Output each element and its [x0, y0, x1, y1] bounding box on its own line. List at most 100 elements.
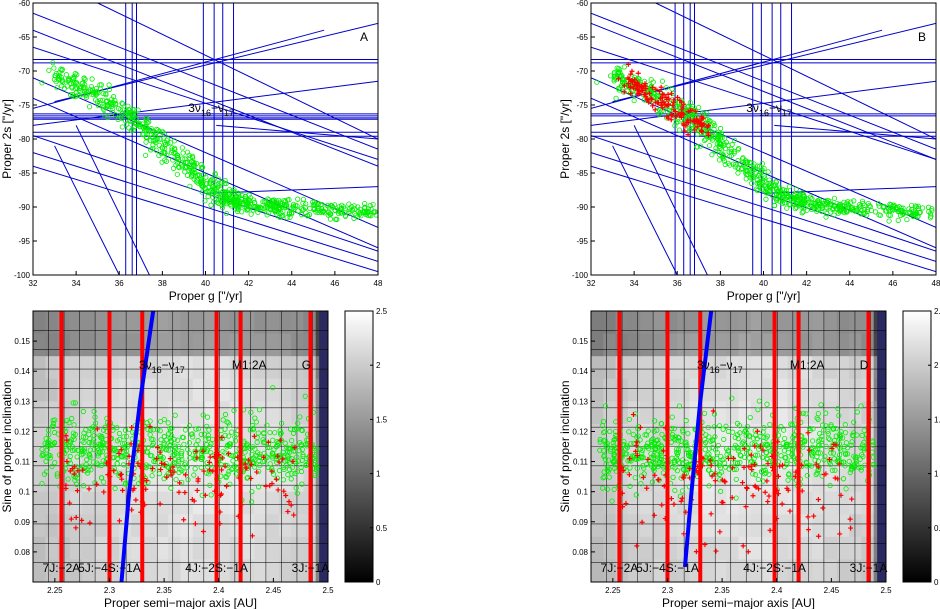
data-point: [135, 460, 141, 466]
data-point: [659, 460, 666, 466]
data-point: [631, 97, 637, 104]
y-tick-label: -90: [576, 203, 588, 212]
scatter-points: [39, 60, 378, 223]
data-point: [179, 467, 185, 474]
data-point: [170, 165, 177, 171]
map-cell: [812, 536, 826, 561]
data-point: [119, 111, 125, 117]
data-point: [307, 205, 313, 211]
data-point: [176, 489, 182, 495]
data-point: [734, 432, 741, 438]
data-point: [634, 543, 640, 549]
data-point: [89, 76, 95, 82]
mmr-lines: [617, 311, 871, 582]
data-point: [790, 454, 796, 460]
data-point: [181, 441, 187, 447]
data-point: [671, 501, 677, 507]
map-cell: [836, 559, 851, 582]
data-point: [195, 478, 201, 484]
data-point: [927, 215, 934, 221]
resonance-label: 3J:−1A: [292, 561, 330, 575]
map-cell: [701, 491, 715, 516]
map-cell: [738, 469, 752, 493]
y-tick-label: 0.1: [19, 488, 31, 497]
data-point: [910, 209, 917, 215]
data-point: [80, 451, 86, 457]
data-point: [851, 453, 857, 459]
data-point: [192, 466, 198, 472]
data-point: [198, 182, 204, 188]
resonance-annotation: 3ν16−ν17: [188, 101, 234, 118]
data-point: [666, 96, 672, 102]
data-point: [890, 205, 897, 211]
data-point: [887, 212, 893, 219]
mmr-line: [772, 311, 777, 582]
data-point: [200, 412, 206, 418]
data-point: [859, 198, 866, 204]
map-cell: [836, 356, 851, 380]
data-point: [119, 476, 125, 482]
data-point: [147, 418, 153, 424]
y-tick-label: -85: [18, 169, 30, 178]
map-cell: [33, 536, 47, 561]
data-point: [628, 440, 634, 447]
data-point: [813, 471, 819, 478]
data-point: [632, 456, 639, 462]
data-point: [624, 444, 631, 450]
data-point: [834, 458, 840, 464]
map-cell: [119, 378, 133, 403]
data-point: [708, 438, 714, 444]
data-point: [679, 104, 685, 110]
data-point: [669, 414, 675, 420]
data-point: [182, 460, 189, 466]
data-point: [303, 462, 309, 468]
map-cell: [45, 514, 59, 538]
data-point: [860, 453, 866, 460]
data-point: [358, 213, 364, 219]
data-point: [633, 448, 639, 454]
data-point: [284, 462, 290, 468]
data-point: [186, 440, 193, 446]
data-point: [300, 452, 306, 458]
data-point: [219, 205, 226, 211]
data-point: [763, 449, 769, 456]
data-point: [715, 442, 721, 449]
mmr-line: [107, 311, 112, 582]
data-point: [621, 77, 627, 83]
data-point: [153, 147, 159, 153]
data-point: [752, 462, 758, 468]
data-point: [726, 466, 732, 472]
data-point: [673, 449, 680, 455]
map-cell: [799, 378, 814, 403]
map-cell: [799, 536, 814, 561]
data-point: [659, 431, 665, 438]
data-point: [334, 216, 340, 222]
map-cell: [701, 536, 715, 561]
data-point: [623, 443, 630, 449]
data-point: [117, 472, 123, 478]
data-point: [816, 442, 822, 448]
data-point: [255, 484, 262, 490]
data-point: [676, 403, 683, 409]
data-point: [314, 446, 320, 452]
data-point: [174, 152, 181, 159]
data-point: [825, 200, 831, 206]
data-point: [741, 464, 747, 470]
data-point: [729, 141, 735, 148]
data-point: [106, 82, 112, 88]
map-cell: [69, 469, 84, 493]
y-tick-label: -90: [18, 203, 30, 212]
data-point: [146, 119, 152, 125]
data-point: [649, 439, 655, 445]
data-point: [828, 201, 834, 207]
data-point: [655, 440, 661, 446]
sloped-resonance-line: [33, 12, 378, 150]
data-point: [716, 133, 722, 139]
data-point: [101, 440, 107, 446]
data-point: [806, 447, 812, 453]
data-point: [837, 452, 843, 458]
data-point: [230, 458, 236, 464]
data-point: [858, 464, 864, 471]
map-cell: [603, 333, 617, 358]
data-point: [800, 444, 806, 450]
